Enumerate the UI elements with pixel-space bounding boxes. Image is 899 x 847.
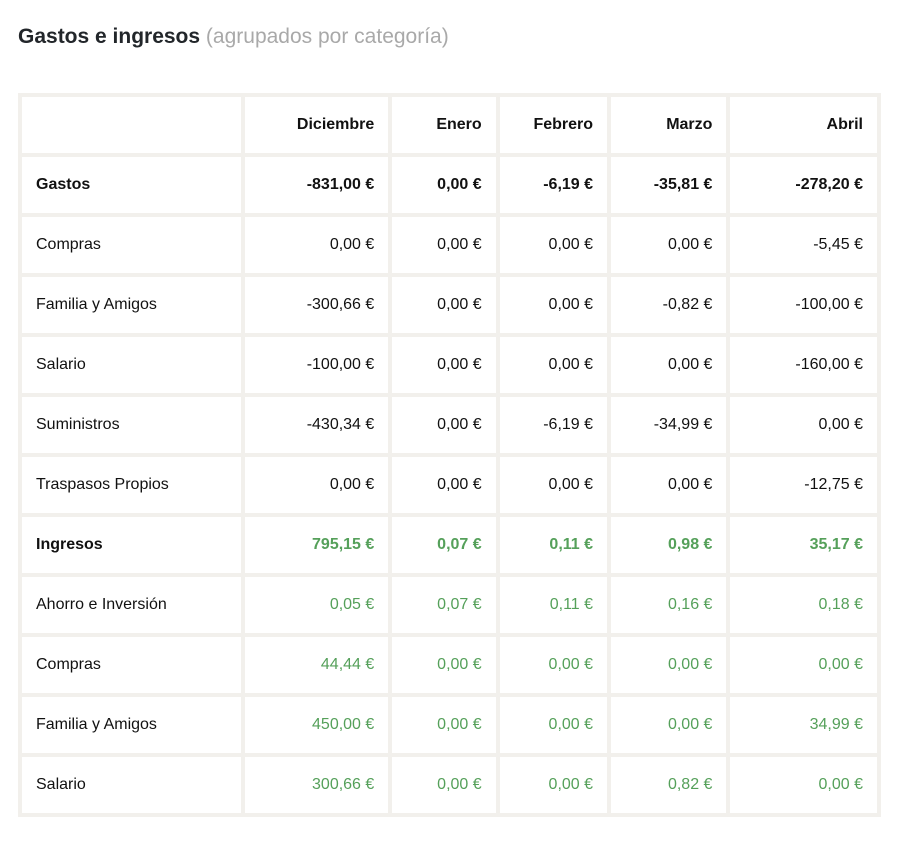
cell-value: 300,66 € xyxy=(244,757,389,813)
row-label: Compras xyxy=(22,637,241,693)
cell-value: 44,44 € xyxy=(244,637,389,693)
table-row-gastos: Gastos -831,00 € 0,00 € -6,19 € -35,81 €… xyxy=(22,157,877,213)
table-row-traspasos: Traspasos Propios 0,00 € 0,00 € 0,00 € 0… xyxy=(22,457,877,513)
cell-value: 0,00 € xyxy=(392,757,496,813)
cell-value: -300,66 € xyxy=(244,277,389,333)
table-row-familia-ingreso: Familia y Amigos 450,00 € 0,00 € 0,00 € … xyxy=(22,697,877,753)
cell-value: 0,00 € xyxy=(244,457,389,513)
cell-value: 0,00 € xyxy=(730,757,877,813)
cell-value: 0,05 € xyxy=(244,577,389,633)
col-header-diciembre: Diciembre xyxy=(244,97,389,153)
table-row-suministros: Suministros -430,34 € 0,00 € -6,19 € -34… xyxy=(22,397,877,453)
cell-value: -100,00 € xyxy=(730,277,877,333)
cell-value: 0,00 € xyxy=(392,277,496,333)
cell-value: 450,00 € xyxy=(244,697,389,753)
cell-value: -160,00 € xyxy=(730,337,877,393)
cell-value: -278,20 € xyxy=(730,157,877,213)
row-label: Traspasos Propios xyxy=(22,457,241,513)
row-label: Familia y Amigos xyxy=(22,697,241,753)
cell-value: 35,17 € xyxy=(730,517,877,573)
cell-value: 0,00 € xyxy=(392,457,496,513)
cell-value: -34,99 € xyxy=(611,397,727,453)
cell-value: 0,00 € xyxy=(730,637,877,693)
cell-value: -831,00 € xyxy=(244,157,389,213)
cell-value: -12,75 € xyxy=(730,457,877,513)
cell-value: 0,16 € xyxy=(611,577,727,633)
gastos-ingresos-table: Diciembre Enero Febrero Marzo Abril Gast… xyxy=(18,93,881,817)
cell-value: 0,00 € xyxy=(611,337,727,393)
cell-value: 0,00 € xyxy=(611,217,727,273)
cell-value: 0,00 € xyxy=(611,637,727,693)
cell-value: 0,00 € xyxy=(611,457,727,513)
cell-value: -35,81 € xyxy=(611,157,727,213)
page-header: Gastos e ingresos (agrupados por categor… xyxy=(18,24,881,50)
row-label: Ingresos xyxy=(22,517,241,573)
col-header-febrero: Febrero xyxy=(499,97,608,153)
cell-value: 0,18 € xyxy=(730,577,877,633)
cell-value: -100,00 € xyxy=(244,337,389,393)
cell-value: 0,00 € xyxy=(392,217,496,273)
cell-value: 0,00 € xyxy=(392,697,496,753)
cell-value: -5,45 € xyxy=(730,217,877,273)
cell-value: 0,00 € xyxy=(499,637,608,693)
cell-value: 0,00 € xyxy=(499,697,608,753)
row-label: Compras xyxy=(22,217,241,273)
row-label: Suministros xyxy=(22,397,241,453)
cell-value: -6,19 € xyxy=(499,157,608,213)
cell-value: 0,00 € xyxy=(392,157,496,213)
cell-value: 0,00 € xyxy=(730,397,877,453)
cell-value: 0,00 € xyxy=(392,337,496,393)
page-title: Gastos e ingresos xyxy=(18,25,201,48)
cell-value: 0,00 € xyxy=(244,217,389,273)
cell-value: 0,07 € xyxy=(392,517,496,573)
table-row-compras-gasto: Compras 0,00 € 0,00 € 0,00 € 0,00 € -5,4… xyxy=(22,217,877,273)
cell-value: 0,00 € xyxy=(611,697,727,753)
cell-value: -0,82 € xyxy=(611,277,727,333)
table-row-salario-gasto: Salario -100,00 € 0,00 € 0,00 € 0,00 € -… xyxy=(22,337,877,393)
cell-value: -6,19 € xyxy=(499,397,608,453)
cell-value: 0,00 € xyxy=(499,277,608,333)
page-subtitle: (agrupados por categoría) xyxy=(205,25,449,48)
cell-value: 795,15 € xyxy=(244,517,389,573)
cell-value: 0,00 € xyxy=(392,637,496,693)
cell-value: 0,11 € xyxy=(499,517,608,573)
col-header-abril: Abril xyxy=(730,97,877,153)
table-header-row: Diciembre Enero Febrero Marzo Abril xyxy=(22,97,877,153)
cell-value: 0,00 € xyxy=(499,457,608,513)
cell-value: 0,07 € xyxy=(392,577,496,633)
row-label: Ahorro e Inversión xyxy=(22,577,241,633)
cell-value: 0,00 € xyxy=(499,217,608,273)
cell-value: 0,82 € xyxy=(611,757,727,813)
cell-value: 0,00 € xyxy=(392,397,496,453)
col-header-marzo: Marzo xyxy=(611,97,727,153)
row-label: Salario xyxy=(22,757,241,813)
cell-value: 34,99 € xyxy=(730,697,877,753)
table-row-familia-gasto: Familia y Amigos -300,66 € 0,00 € 0,00 €… xyxy=(22,277,877,333)
col-header-empty xyxy=(22,97,241,153)
table-row-salario-ingreso: Salario 300,66 € 0,00 € 0,00 € 0,82 € 0,… xyxy=(22,757,877,813)
row-label: Gastos xyxy=(22,157,241,213)
col-header-enero: Enero xyxy=(392,97,496,153)
table-row-ingresos: Ingresos 795,15 € 0,07 € 0,11 € 0,98 € 3… xyxy=(22,517,877,573)
cell-value: 0,00 € xyxy=(499,337,608,393)
row-label: Salario xyxy=(22,337,241,393)
cell-value: 0,00 € xyxy=(499,757,608,813)
table-row-ahorro: Ahorro e Inversión 0,05 € 0,07 € 0,11 € … xyxy=(22,577,877,633)
cell-value: 0,98 € xyxy=(611,517,727,573)
table-row-compras-ingreso: Compras 44,44 € 0,00 € 0,00 € 0,00 € 0,0… xyxy=(22,637,877,693)
row-label: Familia y Amigos xyxy=(22,277,241,333)
cell-value: -430,34 € xyxy=(244,397,389,453)
cell-value: 0,11 € xyxy=(499,577,608,633)
